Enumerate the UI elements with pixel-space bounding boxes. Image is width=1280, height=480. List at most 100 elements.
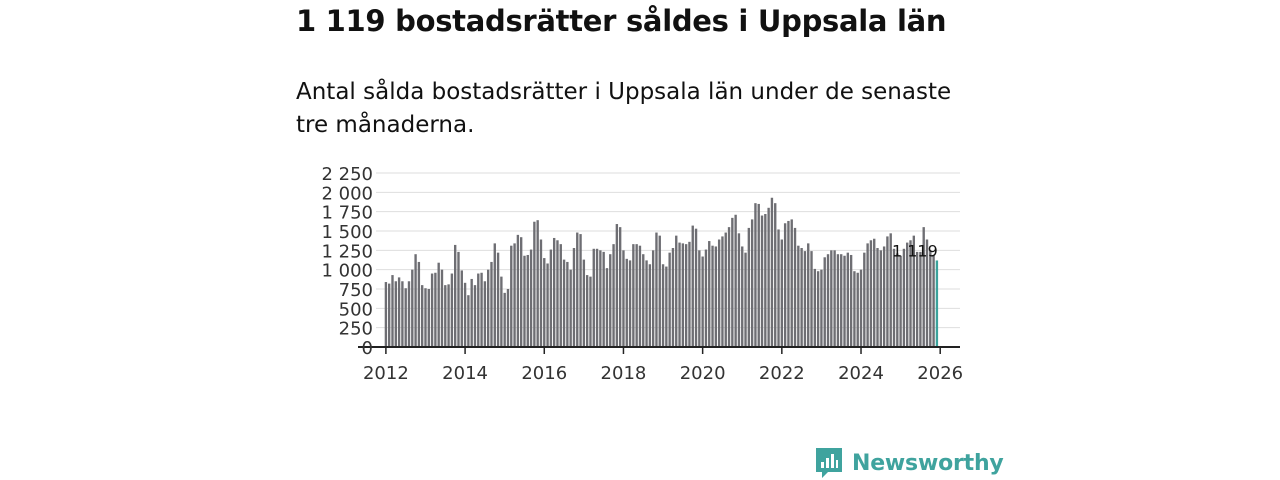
bar <box>741 246 744 347</box>
bar <box>572 248 576 347</box>
bar <box>863 252 866 347</box>
bar <box>595 248 599 347</box>
bar <box>658 235 661 347</box>
bar <box>727 227 731 347</box>
bar <box>651 250 655 347</box>
bar <box>896 253 899 347</box>
bar <box>803 251 807 347</box>
bar <box>628 260 632 347</box>
x-tick-label: 2016 <box>521 363 567 384</box>
bar <box>767 207 770 347</box>
bar <box>698 250 701 347</box>
bar <box>661 264 665 347</box>
bar <box>823 257 826 347</box>
bar <box>417 261 421 347</box>
bar <box>886 236 889 347</box>
bar <box>513 243 516 347</box>
bar <box>503 292 506 347</box>
bar <box>477 273 480 347</box>
gridlines <box>376 172 960 329</box>
bar <box>463 282 467 347</box>
bar <box>592 248 595 347</box>
bar <box>688 241 691 347</box>
bar <box>780 239 784 347</box>
bar <box>906 242 909 347</box>
bar <box>889 233 892 347</box>
bar <box>585 275 589 347</box>
bar <box>467 295 470 347</box>
bar <box>562 259 566 347</box>
bar <box>539 239 543 347</box>
bar <box>770 197 774 347</box>
bar <box>915 251 919 347</box>
bar <box>932 255 935 347</box>
bar <box>678 242 681 347</box>
bar <box>925 239 929 347</box>
bar <box>704 249 708 347</box>
bar <box>506 289 510 347</box>
bar <box>582 259 586 347</box>
newsworthy-logo[interactable]: Newsworthy <box>814 446 1004 480</box>
bar <box>876 248 879 347</box>
bar <box>843 255 846 347</box>
bar <box>750 219 754 347</box>
bar <box>447 284 450 347</box>
bar <box>787 220 790 347</box>
bar <box>734 214 737 347</box>
newsworthy-logo-text: Newsworthy <box>852 450 1004 476</box>
bar <box>711 245 714 347</box>
bar <box>444 285 447 347</box>
bar <box>622 250 625 347</box>
bar <box>869 240 873 347</box>
bars <box>384 197 939 347</box>
bar <box>602 251 605 347</box>
bar <box>483 281 487 347</box>
bar <box>701 256 704 347</box>
bar <box>401 281 404 347</box>
bar <box>681 243 685 347</box>
x-tick-label: 2026 <box>917 363 963 384</box>
bar <box>496 252 500 347</box>
bar <box>566 261 569 347</box>
bar <box>533 221 536 347</box>
bar <box>407 281 411 347</box>
bar <box>675 235 678 347</box>
bar <box>882 246 886 347</box>
bar <box>523 255 526 347</box>
y-tick-label: 2 000 <box>321 183 373 204</box>
bar <box>724 232 727 347</box>
x-tick-label: 2022 <box>759 363 805 384</box>
bar <box>384 282 388 347</box>
bar <box>510 245 513 347</box>
bar <box>388 283 391 347</box>
bar <box>873 238 876 347</box>
bar <box>859 269 863 347</box>
bar <box>589 276 592 347</box>
bar <box>717 239 721 347</box>
bar <box>708 241 711 347</box>
y-tick-label: 2 250 <box>321 164 373 185</box>
bar <box>846 252 850 347</box>
bar <box>737 233 741 347</box>
bar <box>665 266 668 347</box>
bar <box>576 232 579 347</box>
bar <box>493 243 496 347</box>
bar <box>671 248 675 347</box>
page-title: 1 119 bostadsrätter såldes i Uppsala län <box>296 4 947 38</box>
bar <box>618 227 622 347</box>
bar <box>559 244 562 347</box>
x-tick-label: 2018 <box>601 363 647 384</box>
bar <box>800 248 803 347</box>
bar <box>922 227 925 347</box>
bar <box>470 278 473 347</box>
bar <box>793 227 797 347</box>
y-tick-label: 1 250 <box>321 241 373 262</box>
bar <box>569 269 572 347</box>
bar <box>440 269 444 347</box>
y-tick-label: 1 750 <box>321 203 373 224</box>
bar <box>457 251 460 347</box>
bar <box>394 281 397 347</box>
bar <box>754 203 757 347</box>
bar <box>427 289 430 347</box>
bar <box>645 260 648 347</box>
